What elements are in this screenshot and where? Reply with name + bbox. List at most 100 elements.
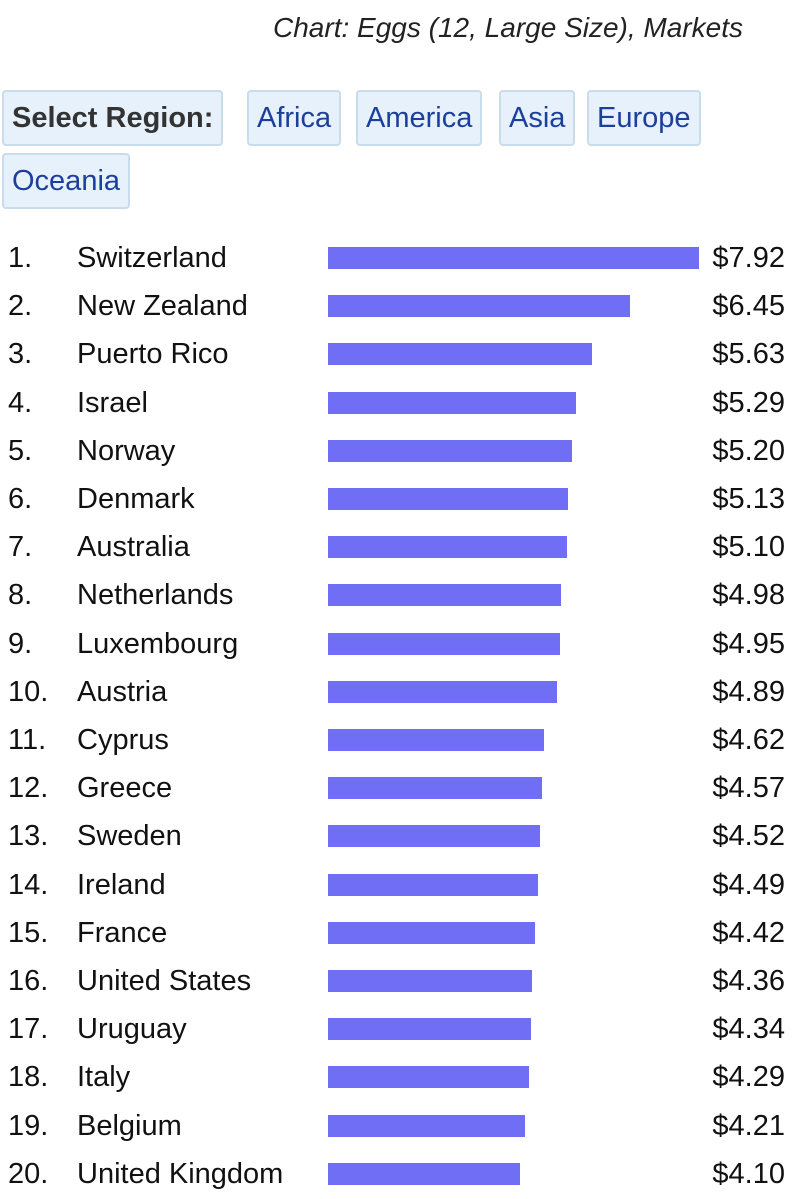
country-label: France <box>77 916 168 949</box>
price-value-label: $4.49 <box>712 868 785 901</box>
country-label: Sweden <box>77 820 182 853</box>
rank-label: 2. <box>8 290 33 323</box>
price-value-label: $4.52 <box>712 820 785 853</box>
chart-title: Chart: Eggs (12, Large Size), Markets <box>273 12 743 43</box>
price-bar <box>328 632 560 655</box>
chart-row: 10. Austria $4.89 <box>0 668 793 716</box>
country-label: New Zealand <box>77 290 248 323</box>
chart-row: 5. Norway $5.20 <box>0 427 793 475</box>
chart-row: 1. Switzerland $7.92 <box>0 234 793 282</box>
chart-row: 8. Netherlands $4.98 <box>0 571 793 619</box>
price-value-label: $5.63 <box>712 338 785 371</box>
country-label: Ireland <box>77 868 166 901</box>
price-bar <box>328 295 631 318</box>
country-label: Denmark <box>77 483 195 515</box>
chart-row: 9. Luxembourg $4.95 <box>0 620 793 668</box>
country-label: United States <box>77 965 252 997</box>
rank-label: 4. <box>8 386 33 419</box>
chart-row: 6. Denmark $5.13 <box>0 475 793 523</box>
region-button-europe[interactable]: Europe <box>587 90 701 146</box>
chart-row: 17. Uruguay $4.34 <box>0 1005 793 1053</box>
price-bar <box>328 825 540 848</box>
price-bar <box>328 970 533 992</box>
rank-label: 10. <box>8 675 49 708</box>
chart-row: 20. United Kingdom $4.10 <box>0 1150 793 1198</box>
rank-label: 18. <box>8 1061 49 1094</box>
rank-label: 7. <box>8 531 33 564</box>
price-value-label: $4.42 <box>712 916 785 949</box>
rank-label: 14. <box>8 868 49 901</box>
rank-label: 20. <box>8 1157 49 1190</box>
country-label: Belgium <box>77 1109 182 1142</box>
rank-label: 16. <box>8 965 49 997</box>
rank-label: 13. <box>8 820 49 853</box>
price-bar <box>328 391 576 414</box>
price-value-label: $4.10 <box>712 1157 785 1190</box>
price-bar <box>328 488 569 510</box>
price-value-label: $7.92 <box>712 242 785 274</box>
chart-row: 7. Australia $5.10 <box>0 523 793 571</box>
price-bar <box>328 1114 526 1137</box>
region-button-asia[interactable]: Asia <box>499 90 576 146</box>
price-bar <box>328 680 558 703</box>
rank-label: 8. <box>8 579 33 612</box>
chart-row: 13. Sweden $4.52 <box>0 812 793 860</box>
price-value-label: $4.34 <box>712 1013 785 1046</box>
country-label: Austria <box>77 675 168 708</box>
chart-row: 11. Cyprus $4.62 <box>0 716 793 764</box>
price-bar <box>328 729 545 751</box>
chart-row: 19. Belgium $4.21 <box>0 1102 793 1150</box>
country-label: United Kingdom <box>77 1157 284 1190</box>
price-bar <box>328 343 592 366</box>
price-value-label: $5.29 <box>712 386 785 419</box>
price-value-label: $4.57 <box>712 772 785 805</box>
country-label: Cyprus <box>77 724 169 756</box>
chart-row: 15. France $4.42 <box>0 909 793 957</box>
rank-label: 11. <box>8 724 47 756</box>
price-value-label: $4.29 <box>712 1061 785 1094</box>
price-value-label: $4.36 <box>712 965 785 997</box>
price-value-label: $5.10 <box>712 531 785 564</box>
country-label: Norway <box>77 434 176 467</box>
rank-label: 1. <box>8 242 33 274</box>
chart-row: 18. Italy $4.29 <box>0 1053 793 1101</box>
price-value-label: $5.20 <box>712 434 785 467</box>
price-bar <box>328 439 572 462</box>
rank-label: 12. <box>8 772 49 805</box>
price-value-label: $6.45 <box>712 290 785 323</box>
price-bar <box>328 1066 529 1089</box>
region-button-america[interactable]: America <box>356 90 483 146</box>
rank-label: 5. <box>8 434 33 467</box>
chart-row: 16. United States $4.36 <box>0 957 793 1005</box>
price-bar <box>328 1018 532 1041</box>
select-region-label: Select Region: <box>2 90 224 146</box>
chart-row: 3. Puerto Rico $5.63 <box>0 330 793 378</box>
price-value-label: $4.89 <box>712 675 785 708</box>
country-label: Italy <box>77 1061 131 1094</box>
chart-row: 12. Greece $4.57 <box>0 764 793 812</box>
price-bar <box>328 584 562 607</box>
country-label: Netherlands <box>77 579 234 612</box>
price-bar <box>328 1162 521 1185</box>
price-value-label: $4.95 <box>712 627 785 660</box>
price-value-label: $4.62 <box>712 724 785 756</box>
region-button-oceania[interactable]: Oceania <box>2 153 131 209</box>
country-label: Australia <box>77 531 190 564</box>
country-label: Puerto Rico <box>77 338 229 371</box>
chart-row: 2. New Zealand $6.45 <box>0 282 793 330</box>
price-bar <box>328 873 539 896</box>
region-button-africa[interactable]: Africa <box>247 90 342 146</box>
price-value-label: $5.13 <box>712 483 785 515</box>
country-label: Uruguay <box>77 1013 187 1046</box>
rank-label: 6. <box>8 483 33 515</box>
price-value-label: $4.21 <box>712 1109 785 1142</box>
price-value-label: $4.98 <box>712 579 785 612</box>
rank-label: 17. <box>8 1013 49 1046</box>
rank-label: 3. <box>8 338 33 371</box>
country-label: Switzerland <box>77 242 227 274</box>
rank-label: 15. <box>8 916 49 949</box>
country-label: Greece <box>77 772 173 805</box>
rank-label: 9. <box>8 627 33 660</box>
chart-row: 14. Ireland $4.49 <box>0 861 793 909</box>
price-bar <box>328 247 699 269</box>
